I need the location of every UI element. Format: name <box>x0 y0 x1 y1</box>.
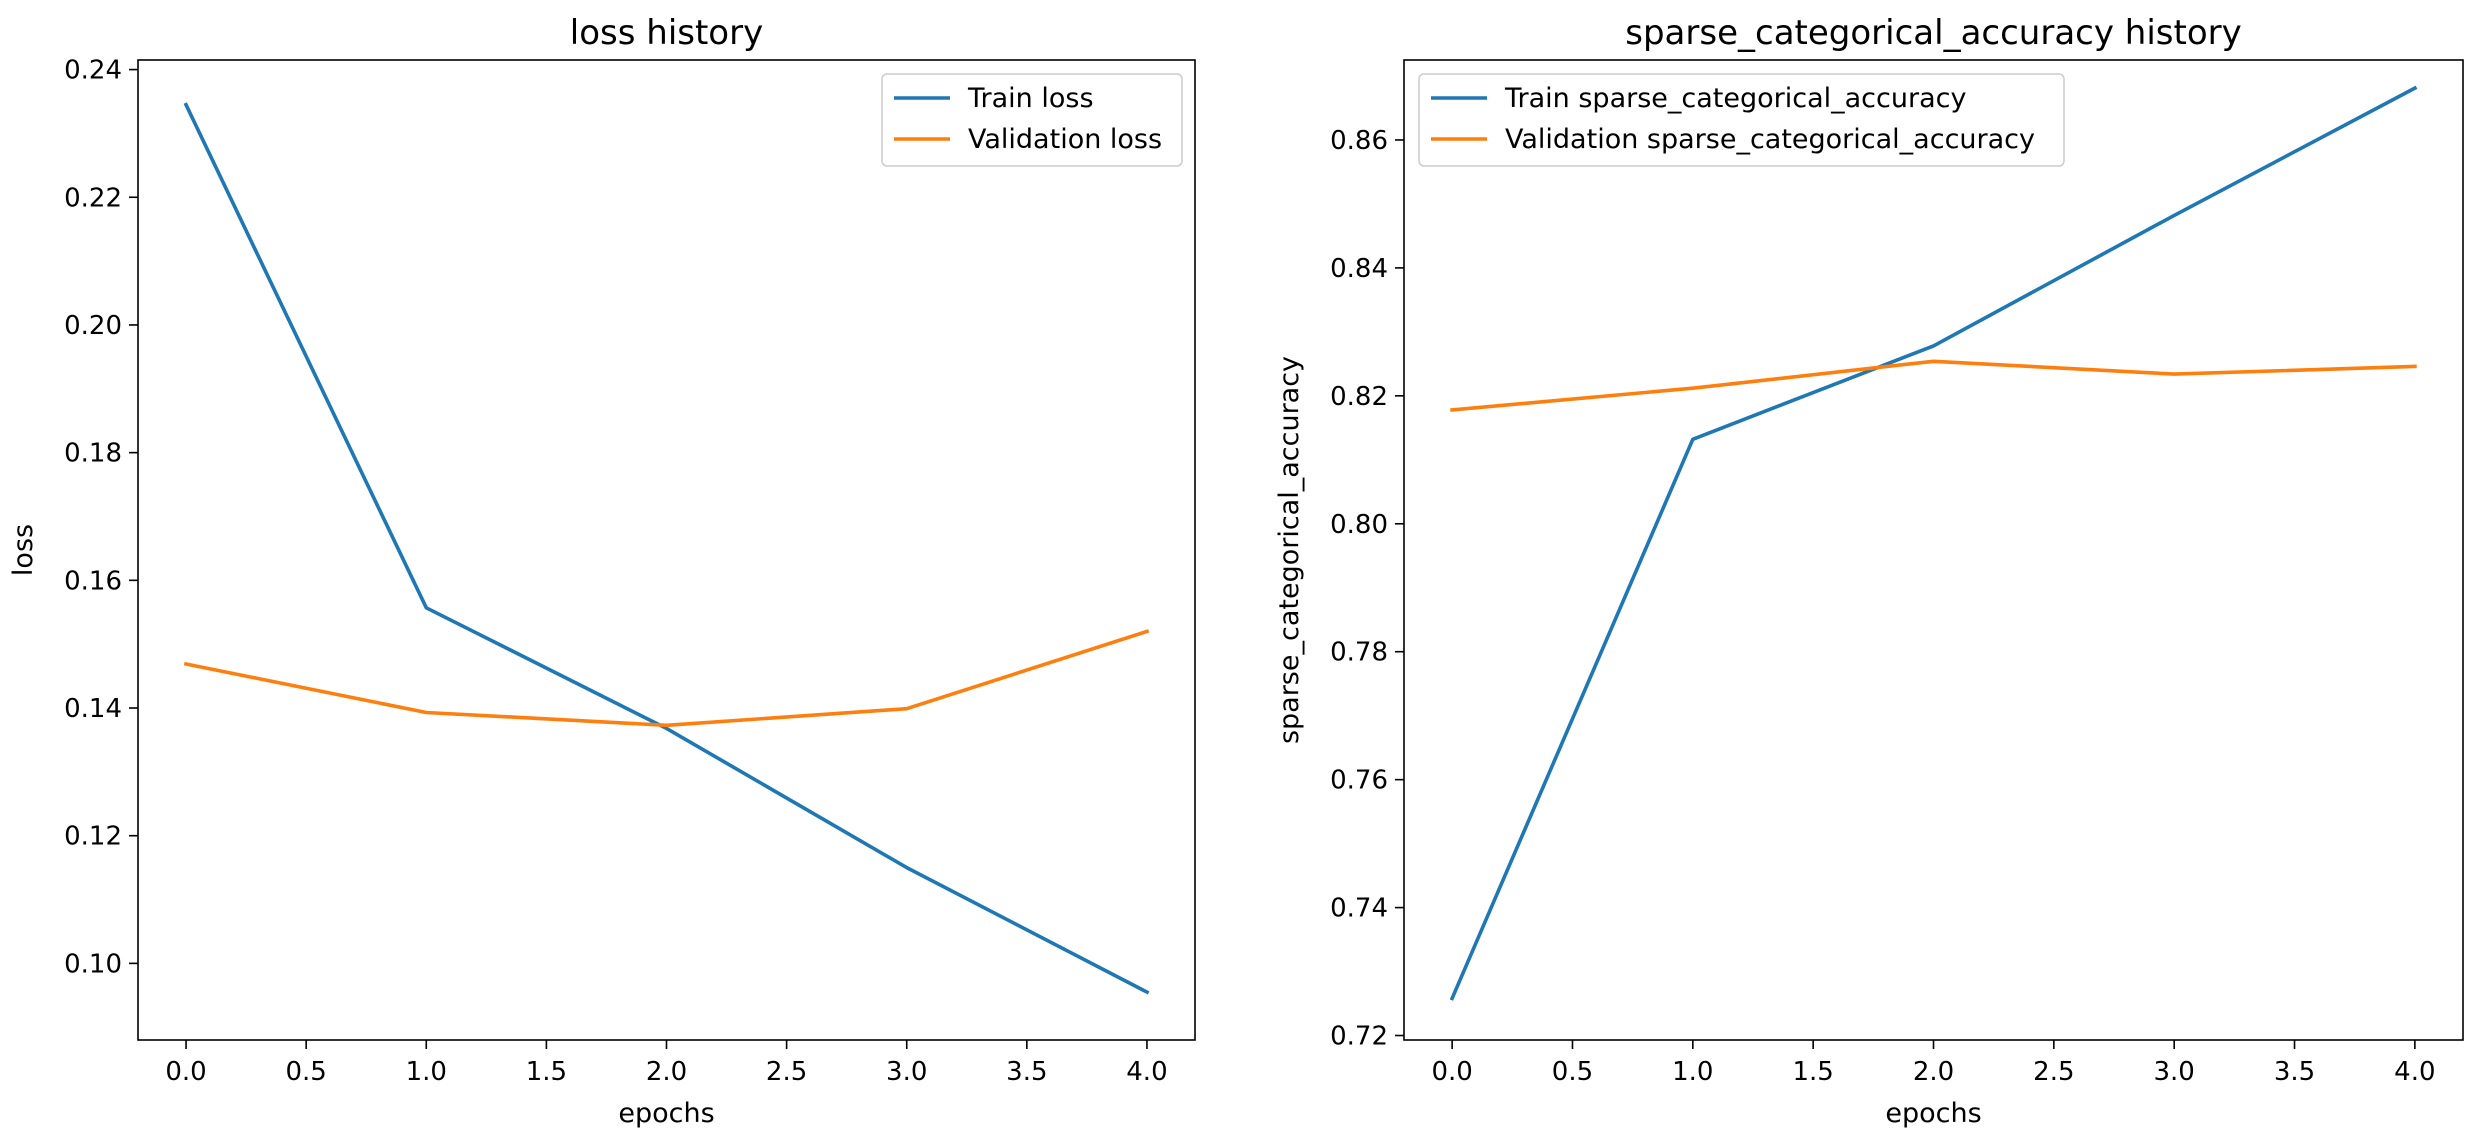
legend-box <box>881 73 1183 167</box>
legend-label-validation: Validation sparse_categorical_accuracy <box>1505 124 2035 155</box>
y-tick-label: 0.20 <box>64 311 122 341</box>
x-tick-label: 1.5 <box>1792 1057 1833 1087</box>
y-tick-label: 0.18 <box>64 439 122 469</box>
legend-label-train: Train loss <box>967 83 1094 114</box>
x-tick-label: 1.5 <box>526 1057 567 1087</box>
series-line-validation <box>183 629 1150 728</box>
y-tick-label: 0.14 <box>64 694 122 724</box>
x-tick-label: 2.0 <box>646 1057 687 1087</box>
y-tick-label: 0.74 <box>1330 894 1388 924</box>
x-tick-label: 4.0 <box>2394 1057 2435 1087</box>
legend: Train sparse_categorical_accuracy Validat… <box>1418 73 2065 167</box>
x-axis-label: epochs <box>618 1098 714 1129</box>
x-tick-label: 2.5 <box>766 1057 807 1087</box>
loss-history-chart: loss history 0.0 0.5 1.0 1.5 2.0 2.5 3.0 3.5 4.0 0… <box>8 13 1196 1129</box>
x-tick-label: 2.5 <box>2033 1057 2074 1087</box>
series-line-train <box>1449 85 2418 1001</box>
chart-title: loss history <box>570 13 763 53</box>
y-tick-label: 0.72 <box>1330 1022 1388 1052</box>
x-tick-label: 0.5 <box>1552 1057 1593 1087</box>
x-tick-label: 3.0 <box>886 1057 927 1087</box>
y-tick-label: 0.82 <box>1330 382 1388 412</box>
x-tick-label: 3.0 <box>2154 1057 2195 1087</box>
y-tick-label: 0.76 <box>1330 766 1388 796</box>
plot-frame <box>137 59 1196 1041</box>
y-tick-label: 0.86 <box>1330 126 1388 156</box>
x-tick-label: 3.5 <box>1006 1057 1047 1087</box>
y-tick-label: 0.12 <box>64 822 122 852</box>
legend-label-validation: Validation loss <box>968 124 1162 155</box>
y-tick-label: 0.80 <box>1330 510 1388 540</box>
accuracy-history-chart: sparse_categorical_accuracy history 0.0 0.… <box>1274 13 2464 1129</box>
legend-label-train: Train sparse_categorical_accuracy <box>1504 83 1966 114</box>
x-tick-label: 1.0 <box>1672 1057 1713 1087</box>
y-tick-label: 0.24 <box>64 56 122 86</box>
y-axis-label: sparse_categorical_accuracy <box>1274 356 1305 744</box>
chart-title: sparse_categorical_accuracy history <box>1625 13 2241 53</box>
y-tick-label: 0.16 <box>64 566 122 596</box>
x-tick-label: 2.0 <box>1913 1057 1954 1087</box>
x-axis-label: epochs <box>1885 1098 1981 1129</box>
x-tick-label: 3.5 <box>2274 1057 2315 1087</box>
series-line-train <box>183 102 1150 995</box>
y-tick-label: 0.22 <box>64 183 122 213</box>
x-tick-label: 0.0 <box>1431 1057 1472 1087</box>
series-line-validation <box>1450 359 2417 412</box>
y-tick-label: 0.10 <box>64 949 122 979</box>
plot-frame <box>1403 59 2464 1041</box>
x-tick-label: 0.0 <box>165 1057 206 1087</box>
y-axis-label: loss <box>8 524 39 576</box>
y-tick-label: 0.78 <box>1330 638 1388 668</box>
x-tick-label: 1.0 <box>406 1057 447 1087</box>
legend-box <box>1418 73 2065 167</box>
x-tick-label: 4.0 <box>1126 1057 1167 1087</box>
y-tick-label: 0.84 <box>1330 254 1388 284</box>
legend: Train loss Validation loss <box>881 73 1183 167</box>
x-tick-label: 0.5 <box>285 1057 326 1087</box>
